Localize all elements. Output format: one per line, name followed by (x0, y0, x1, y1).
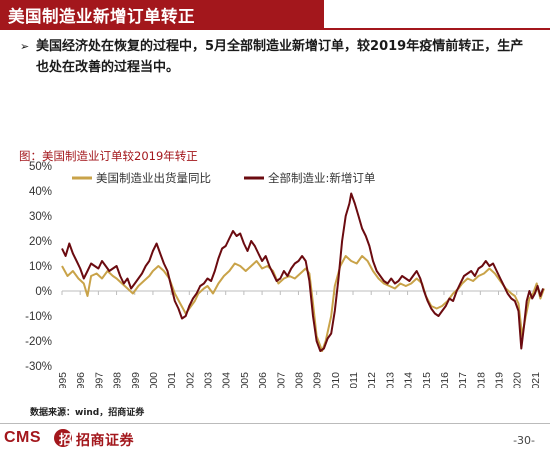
company-logo: CMS 招 招商证券 (4, 428, 164, 450)
page-number: -30- (513, 434, 535, 447)
legend-label-shipments: 美国制造业出货量同比 (96, 171, 211, 185)
x-tick-label: 2002 (184, 372, 196, 388)
x-tick-label: 2021 (530, 372, 542, 388)
x-tick-label: 2016 (439, 372, 451, 388)
arrow-bullet-icon: ➢ (20, 40, 30, 53)
y-tick-label: -10% (25, 311, 52, 323)
logo-badge-glyph: 招 (59, 433, 73, 448)
x-tick-label: 1996 (75, 372, 87, 388)
y-tick-label: 20% (29, 236, 52, 248)
x-tick-label: 2003 (203, 372, 215, 388)
logo-company-name: 招商证券 (76, 433, 134, 449)
title-background (0, 0, 324, 28)
logo-cms-text: CMS (4, 429, 42, 446)
y-tick-label: -20% (25, 336, 52, 348)
line-chart-svg: 50%40%30%20%10%0%-10%-20%-30% 1995 1996 19… (25, 161, 545, 395)
x-tick-label: 1999 (130, 372, 142, 388)
x-tick-label: 2019 (494, 372, 506, 388)
x-tick-label: 2015 (421, 372, 433, 388)
x-tick-label: 2005 (239, 372, 251, 388)
y-tick-label: 50% (29, 161, 52, 173)
data-source: 数据来源：wind，招商证券 (30, 408, 145, 418)
y-tick-label: 40% (29, 186, 52, 198)
x-tick-label: 2004 (221, 372, 233, 388)
x-tick-label: 2020 (512, 372, 524, 388)
chart: 50% 40% 30% 20% 10% 0% -10% -20% -30% 1995 1996 19… (0, 145, 550, 395)
y-tick-label: -30% (25, 361, 52, 373)
y-axis-labels: 50% 40% 30% 20% 10% 0% -10% -20% -30% (25, 161, 52, 373)
x-tick-label: 2009 (312, 372, 324, 388)
series-line-shipments (61, 255, 545, 352)
legend: 美国制造业出货量同比 全部制造业:新增订单 (72, 171, 375, 185)
title-underline (0, 28, 550, 30)
chart-caption: 图：美国制造业订单较2019年转正 (19, 149, 198, 163)
legend-label-orders: 全部制造业:新增订单 (268, 171, 375, 185)
y-tick-label: 0% (35, 286, 52, 298)
bullet-text: 美国经济处在恢复的过程中，5月全部制造业新增订单，较2019年疫情前转正，生产也… (36, 39, 524, 75)
x-tick-label: 2000 (148, 372, 160, 388)
x-tick-label: 2007 (275, 372, 287, 388)
y-tick-label: 10% (29, 261, 52, 273)
series-lines (61, 192, 545, 352)
x-axis: 1995 1996 1997 1998 1999 2000 2001 2002 2003 2004… (57, 290, 544, 395)
y-tick-label: 30% (29, 211, 52, 223)
series-line-orders (61, 192, 545, 352)
x-tick-label: 2001 (166, 372, 178, 388)
x-tick-label: 2014 (403, 372, 415, 388)
footer-divider (0, 423, 550, 424)
x-tick-label: 2006 (257, 372, 269, 388)
x-tick-label: 2011 (348, 372, 360, 388)
x-tick-label: 1998 (112, 372, 124, 388)
title-bar: 美国制造业新增订单转正 (0, 0, 550, 30)
x-tick-label: 2017 (457, 372, 469, 388)
x-tick-label: 2013 (384, 372, 396, 388)
x-tick-label: 2018 (475, 372, 487, 388)
logo-badge-icon: 招 (54, 429, 73, 448)
x-tick-label: 2010 (330, 372, 342, 388)
slide-title: 美国制造业新增订单转正 (8, 7, 195, 26)
x-tick-label: 2012 (366, 372, 378, 388)
x-tick-label: 1997 (93, 372, 105, 388)
bullet-point: ➢ 美国经济处在恢复的过程中，5月全部制造业新增订单，较2019年疫情前转正，生… (20, 36, 535, 78)
x-tick-label: 1995 (57, 372, 69, 388)
x-tick-label: 2008 (293, 372, 305, 388)
